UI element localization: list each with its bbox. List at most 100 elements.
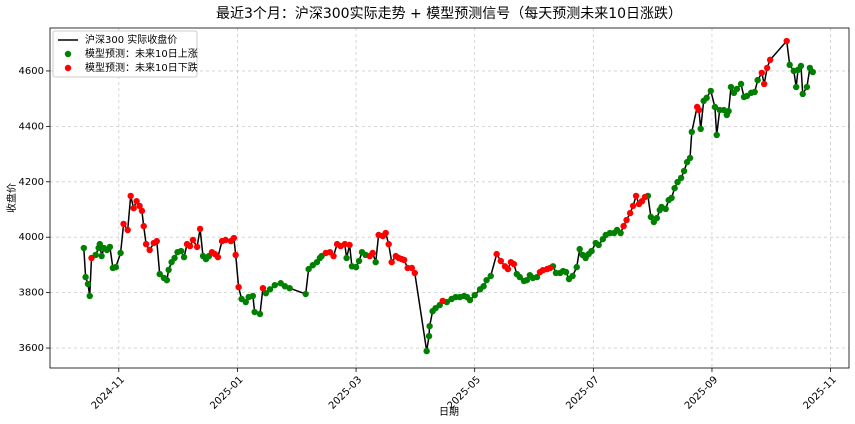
signal-point [497,257,505,265]
signal-point [439,297,446,305]
signal-point [96,240,104,248]
signal-point [562,268,570,276]
signal-point [117,249,124,257]
signal-point [516,273,523,281]
signal-point [163,276,171,284]
signal-point [84,280,92,288]
signal-point [480,283,487,290]
signal-point [193,243,201,251]
signal-point [703,94,710,102]
signal-point [620,222,627,230]
signal-point [177,247,185,255]
signal-point [680,167,688,175]
y-tick-label: 3600 [19,343,44,354]
signal-point [262,289,270,297]
signal-point [533,273,541,281]
y-tick-label: 4000 [19,232,44,243]
signal-point [697,125,704,133]
x-tick-label: 2024-11 [90,374,127,411]
signal-point [242,298,249,306]
signal-point [385,240,392,248]
signal-point [112,263,120,271]
signal-point [483,276,490,284]
signal-point [727,83,735,91]
signal-point [196,225,204,233]
y-tick-label: 4400 [19,121,44,132]
signal-point [595,241,602,249]
signal-point [82,273,89,281]
signal-point [510,260,518,268]
x-tick-label: 2025-09 [683,374,720,411]
signal-point [425,332,433,340]
signal-point [713,131,720,139]
signal-point [86,292,93,300]
signal-point [546,264,554,272]
signal-point [355,257,363,265]
signal-point [171,254,178,262]
signal-point [423,347,430,355]
signal-point [120,220,127,228]
signal-point [388,258,395,266]
signal-point [138,207,146,215]
signal-point [686,154,694,162]
signal-point [632,192,640,200]
legend-label: 模型预测：未来10日上涨 [85,47,198,60]
signal-point [286,284,293,292]
signal-point [153,237,160,245]
signal-point [629,202,637,210]
x-tick-label: 2025-03 [327,374,364,411]
legend-label: 模型预测：未来10日下跌 [85,61,198,74]
signal-point [617,229,624,237]
signal-point [369,249,376,257]
signal-point [140,222,147,230]
signal-point [302,290,309,298]
signal-point [382,229,389,237]
signal-point [523,276,531,284]
signal-point [793,83,800,91]
signal-point [799,90,806,98]
x-axis-label: 日期 [439,406,459,418]
chart-title: 最近3个月：沪深300实际走势 + 模型预测信号（每天预测未来10日涨跌） [216,6,682,22]
signal-point [266,286,274,293]
signal-point [647,213,655,221]
plot-frame [49,27,850,369]
signal-point [758,69,766,77]
signal-point [760,80,768,88]
signal-point [256,310,264,318]
signal-point [130,204,137,212]
signal-point [573,263,580,271]
signal-point [372,258,379,266]
signal-point [146,246,153,254]
signal-point [330,252,337,260]
signal-point [305,265,312,273]
signal-point [668,194,675,202]
y-axis-label: 收盘价 [5,183,18,213]
signal-point [411,269,418,277]
signal-point [493,250,500,258]
signal-point [707,87,714,95]
signal-point [259,284,267,292]
signal-point [725,107,732,115]
signal-point [186,242,194,250]
signal-point [156,270,163,278]
x-tick-label: 2025-05 [446,374,483,411]
signal-point [766,56,774,64]
signal-point [80,244,88,252]
signal-point [786,61,793,69]
signal-point [251,308,258,316]
signal-point [124,226,131,234]
signal-point [249,292,257,300]
signal-point [576,245,583,253]
signal-point [98,252,105,260]
signal-point [426,322,433,330]
signal-point [751,88,758,96]
y-tick-label: 4600 [19,66,44,77]
signal-point [711,103,719,111]
signal-point [235,283,242,291]
signal-point [623,216,630,224]
signal-point [803,83,811,91]
signal-point [641,193,649,201]
signal-point [653,214,661,222]
signal-point [754,76,761,84]
